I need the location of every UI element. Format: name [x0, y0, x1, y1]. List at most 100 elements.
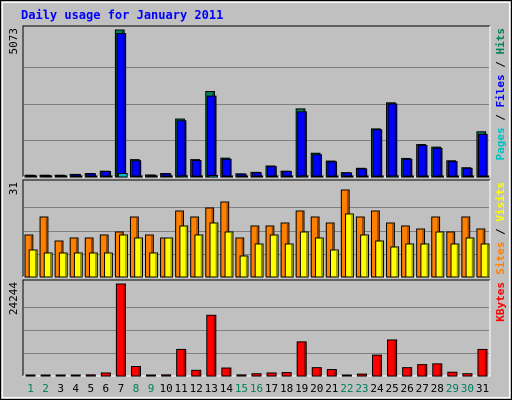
bar-kbytes-kbytes-day-24	[372, 354, 383, 377]
panel-kbytes-ymax-label: 24244	[7, 282, 20, 315]
panel-kbytes: 24244 KBytes	[7, 279, 507, 377]
bar-visits-sites-day-14	[224, 231, 234, 278]
x-tick-label-day-8: 8	[133, 382, 140, 395]
bar-kbytes-kbytes-day-25	[387, 339, 398, 377]
bar-hits-pages-day-18	[283, 175, 294, 178]
x-tick-label-day-28: 28	[431, 382, 444, 395]
legend-entry: /	[494, 55, 507, 75]
panel-hits-frame-dark	[22, 25, 490, 177]
bar-hits-pages-day-6	[102, 175, 113, 178]
panel-hits-legend: Pages / Files / Hits	[494, 28, 507, 161]
panel-kbytes-background	[23, 280, 490, 376]
bar-kbytes-kbytes-day-15	[236, 374, 247, 377]
legend-entry: /	[494, 108, 507, 128]
bar-kbytes-kbytes-day-27	[417, 364, 428, 377]
bar-visits-sites-day-23	[360, 234, 369, 278]
bar-hits-pages-day-21	[328, 175, 339, 178]
panel-visits-legend: Sites / Visits	[494, 182, 507, 275]
bar-kbytes-kbytes-day-9	[146, 374, 157, 377]
bar-visits-sites-day-10	[164, 237, 174, 278]
bar-visits-sites-day-13	[209, 222, 219, 278]
bar-kbytes-kbytes-day-28	[432, 363, 443, 377]
bar-hits-pages-day-24	[374, 175, 384, 178]
x-tick-label-day-12: 12	[190, 382, 203, 395]
panel-visits-frame-dark	[22, 179, 490, 277]
bar-kbytes-kbytes-day-31	[477, 348, 488, 377]
x-tick-label-day-23: 23	[355, 382, 368, 395]
bar-kbytes-kbytes-day-8	[130, 366, 142, 377]
bar-hits-pages-day-31	[479, 175, 490, 178]
bar-kbytes-kbytes-day-7	[115, 283, 126, 377]
bar-kbytes-kbytes-day-10	[161, 374, 172, 377]
bar-hits-pages-day-8	[132, 175, 143, 178]
bar-visits-sites-day-25	[390, 246, 400, 278]
bar-kbytes-kbytes-day-1	[25, 374, 36, 377]
bar-hits-pages-day-5	[87, 175, 98, 178]
bar-kbytes-kbytes-day-6	[100, 372, 111, 377]
bar-kbytes-kbytes-day-12	[191, 369, 202, 377]
bar-kbytes-kbytes-day-3	[55, 374, 66, 377]
bar-hits-pages-day-15	[238, 175, 249, 178]
bar-kbytes-kbytes-day-11	[176, 348, 187, 377]
bar-kbytes-kbytes-day-22	[341, 374, 352, 377]
x-tick-label-day-22: 22	[340, 382, 353, 395]
x-tick-label-day-10: 10	[159, 382, 172, 395]
bar-hits-pages-day-1	[27, 175, 38, 178]
x-tick-label-day-21: 21	[325, 382, 338, 395]
x-tick-label-day-16: 16	[250, 382, 263, 395]
bar-visits-sites-day-18	[284, 243, 294, 278]
bar-hits-pages-day-22	[343, 175, 354, 178]
bar-visits-sites-day-30	[465, 237, 475, 278]
bar-hits-pages-day-25	[389, 175, 399, 178]
bar-hits-pages-day-28	[434, 175, 444, 178]
bar-visits-sites-day-3	[58, 252, 68, 278]
panel-hits-ymax-label: 5073	[7, 28, 20, 55]
panel-hits-background	[23, 26, 490, 177]
bar-visits-sites-day-11	[179, 225, 189, 278]
bar-visits-sites-day-17	[269, 234, 279, 278]
bar-visits-sites-day-19	[299, 231, 309, 278]
bar-visits-sites-day-20	[314, 237, 324, 278]
bar-hits-pages-day-3	[57, 175, 68, 178]
bar-kbytes-kbytes-day-4	[70, 374, 81, 377]
x-tick-label-day-15: 15	[235, 382, 248, 395]
x-tick-label-day-17: 17	[265, 382, 278, 395]
bar-kbytes-kbytes-day-14	[221, 367, 232, 377]
x-tick-label-day-30: 30	[461, 382, 474, 395]
x-tick-label-day-13: 13	[205, 382, 218, 395]
bar-visits-sites-day-22	[345, 213, 354, 278]
legend-entry: Pages	[494, 127, 507, 160]
bar-visits-sites-day-24	[375, 240, 385, 278]
bar-hits-pages-day-13	[208, 175, 219, 178]
bar-hits-pages-day-17	[268, 175, 279, 178]
bar-hits-pages-day-29	[449, 175, 460, 178]
x-tick-label-day-29: 29	[446, 382, 459, 395]
panel-kbytes-legend: KBytes	[494, 282, 507, 322]
bar-visits-sites-day-28	[435, 231, 445, 278]
x-tick-label-day-14: 14	[220, 382, 234, 395]
bar-hits-pages-day-10	[163, 175, 173, 178]
panel-kbytes-frame-dark	[22, 279, 490, 376]
bar-hits-pages-day-12	[193, 175, 203, 178]
bar-kbytes-kbytes-day-16	[251, 373, 262, 377]
x-tick-label-day-26: 26	[401, 382, 414, 395]
bar-kbytes-kbytes-day-21	[326, 369, 337, 377]
x-tick-label-day-24: 24	[370, 382, 384, 395]
x-tick-label-day-20: 20	[310, 382, 323, 395]
x-tick-label-day-2: 2	[42, 382, 49, 395]
legend-entry: Files	[494, 74, 507, 107]
bar-kbytes-kbytes-day-20	[311, 367, 322, 377]
bar-visits-sites-day-8	[134, 237, 143, 278]
bar-kbytes-kbytes-day-30	[462, 373, 473, 377]
bar-kbytes-kbytes-day-18	[281, 372, 292, 377]
panel-hits: 5073 Pages / Files / Hits	[7, 25, 507, 178]
x-axis-tick-labels: 1 2 3 4 5 6 7 8 9 10 11 12 13 14 15 16 17 18 19 20 21 22 23 24 2…	[27, 382, 489, 395]
bar-visits-sites-day-9	[149, 252, 159, 278]
bar-hits-pages-day-9	[148, 175, 158, 178]
bar-hits-pages-day-30	[464, 175, 475, 178]
x-tick-label-day-31: 31	[476, 382, 489, 395]
x-tick-label-day-7: 7	[118, 382, 125, 395]
panel-visits: 31 Sites / Visits	[7, 179, 507, 278]
legend-entry: /	[494, 222, 507, 242]
